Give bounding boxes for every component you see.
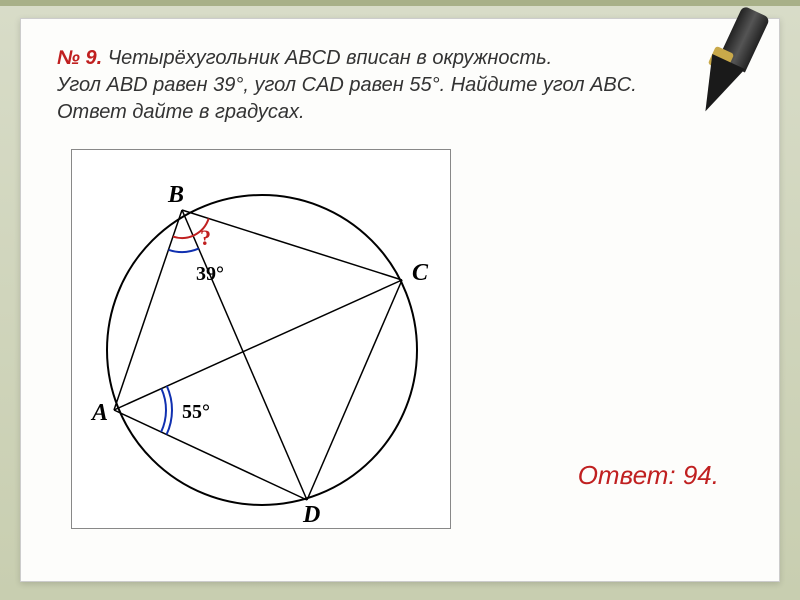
svg-text:C: C: [412, 260, 429, 286]
problem-number: № 9.: [57, 47, 102, 69]
problem-line1: Четырёхугольник ABCD вписан в окружность…: [108, 47, 552, 69]
problem-line2: Угол ABD равен 39°, угол CAD равен 55°. …: [57, 74, 637, 96]
problem-line3: Ответ дайте в градусах.: [57, 101, 305, 123]
pen-icon: [659, 9, 789, 139]
svg-text:55°: 55°: [182, 401, 210, 423]
svg-text:?: ?: [200, 225, 211, 250]
geometry-diagram: 39° 55°? A B C D: [72, 150, 452, 530]
content-card: № 9. Четырёхугольник ABCD вписан в окруж…: [20, 18, 780, 582]
answer-text: Ответ: 94.: [578, 460, 719, 491]
svg-text:D: D: [302, 502, 320, 528]
svg-text:B: B: [167, 182, 184, 208]
problem-text-block: № 9. Четырёхугольник ABCD вписан в окруж…: [57, 45, 743, 126]
top-accent-bar: [0, 0, 800, 6]
svg-text:39°: 39°: [196, 263, 224, 285]
diagram-container: 39° 55°? A B C D: [71, 149, 451, 529]
svg-text:A: A: [90, 400, 108, 426]
